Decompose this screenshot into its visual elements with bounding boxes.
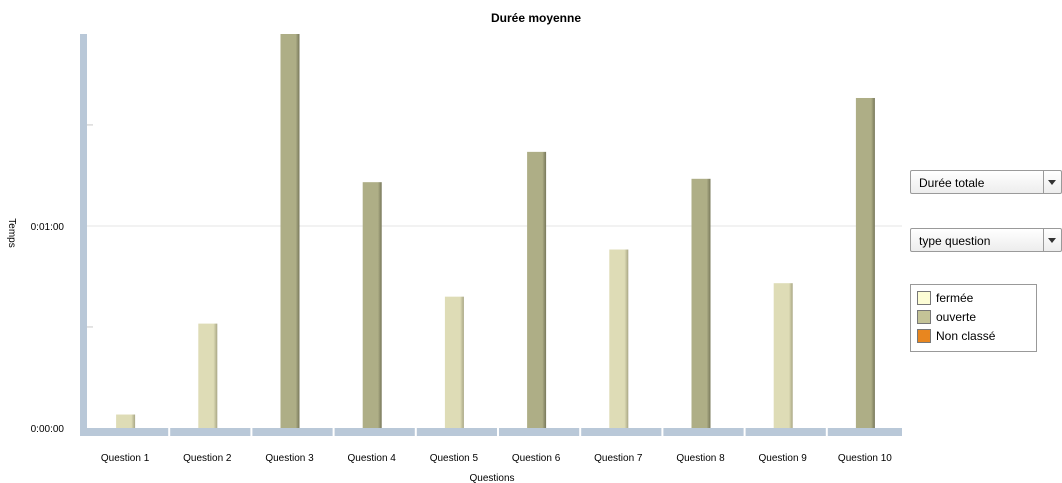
legend-label-ouverte: ouverte — [936, 309, 977, 324]
x-tick-label: Question 7 — [594, 453, 643, 464]
y-axis — [80, 34, 87, 436]
x-axis-separator — [250, 428, 253, 436]
x-axis-separator — [332, 428, 335, 436]
legend-item-ouverte: ouverte — [917, 307, 1036, 326]
bar — [609, 249, 629, 428]
legend-item-fermee: fermée — [917, 288, 1036, 307]
x-axis-label: Questions — [469, 473, 514, 483]
x-tick-label: Question 5 — [430, 453, 479, 464]
chart-legend: fermée ouverte Non classé — [910, 284, 1037, 352]
legend-label-non-classe: Non classé — [936, 328, 996, 343]
bar — [527, 151, 547, 428]
legend-item-non-classe: Non classé — [917, 326, 1036, 345]
measure-select-value: Durée totale — [919, 176, 985, 190]
chevron-down-icon[interactable] — [1043, 171, 1061, 193]
bar — [198, 323, 218, 428]
legend-swatch-ouverte — [917, 309, 931, 324]
measure-select[interactable]: Durée totale — [910, 170, 1062, 194]
x-tick-label: Question 4 — [348, 453, 397, 464]
bar — [691, 178, 711, 428]
legend-swatch-non-classe — [917, 328, 931, 343]
bar — [280, 34, 300, 428]
bar — [116, 414, 136, 428]
x-axis-separator — [497, 428, 499, 436]
x-tick-label: Question 3 — [265, 453, 314, 464]
x-axis — [80, 428, 902, 436]
x-tick-label: Question 10 — [838, 453, 892, 464]
y-tick-label: 0:00:00 — [31, 424, 65, 435]
x-axis-separator — [579, 428, 582, 436]
x-axis-separator — [414, 428, 417, 436]
group-select-value: type question — [919, 234, 991, 248]
chart-title: Durée moyenne — [491, 11, 581, 25]
legend-swatch-fermee — [917, 290, 931, 305]
x-tick-label: Question 1 — [101, 453, 150, 464]
x-tick-label: Question 8 — [676, 453, 725, 464]
legend-label-fermee: fermée — [936, 290, 974, 305]
x-tick-label: Question 2 — [183, 453, 232, 464]
bar — [444, 296, 464, 428]
bar — [855, 97, 875, 428]
x-axis-separator — [168, 428, 171, 436]
x-axis-separator — [661, 428, 664, 436]
y-axis-label: Temps — [6, 218, 17, 247]
x-axis-separator — [743, 428, 746, 436]
x-axis-separator — [825, 428, 828, 436]
bar — [362, 182, 382, 428]
bar — [773, 283, 793, 428]
group-select[interactable]: type question — [910, 228, 1062, 252]
x-tick-label: Question 9 — [759, 453, 808, 464]
chevron-down-icon[interactable] — [1043, 229, 1061, 251]
y-tick-label: 0:01:00 — [31, 222, 65, 233]
x-tick-label: Question 6 — [512, 453, 561, 464]
